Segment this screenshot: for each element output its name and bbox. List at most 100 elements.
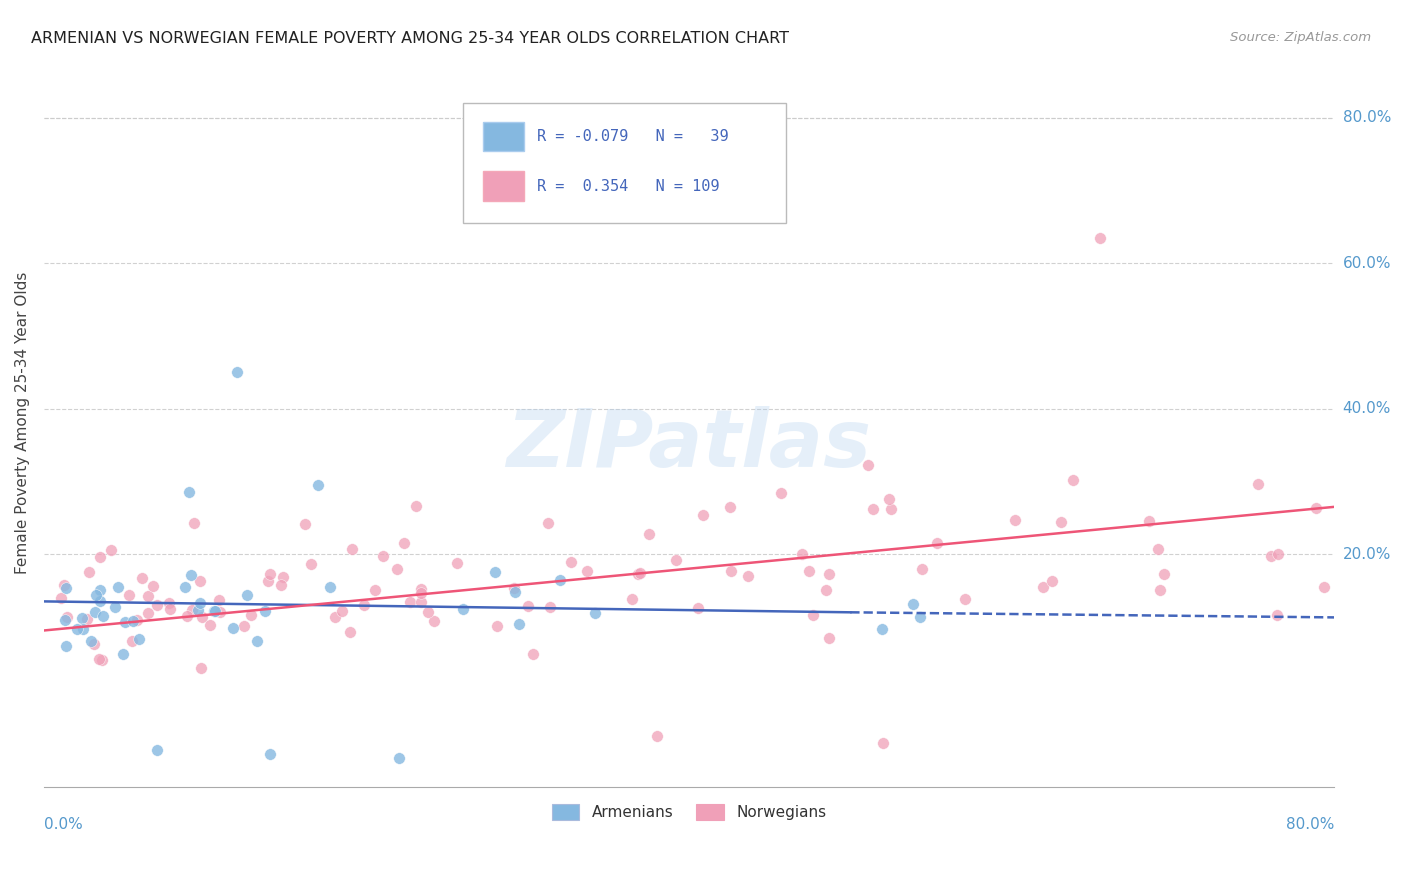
- Point: [190, 596, 212, 610]
- Point: [246, 634, 269, 648]
- Point: [235, 588, 257, 602]
- Point: [188, 574, 211, 589]
- Text: 0.0%: 0.0%: [44, 817, 83, 832]
- Point: [77, 565, 100, 579]
- Text: 20.0%: 20.0%: [1343, 547, 1391, 562]
- Point: [416, 606, 439, 620]
- Point: [770, 485, 793, 500]
- Point: [1032, 580, 1054, 594]
- Point: [423, 614, 446, 628]
- Point: [270, 577, 292, 591]
- Point: [49, 591, 72, 605]
- Point: [136, 589, 159, 603]
- Point: [191, 610, 214, 624]
- Point: [91, 653, 114, 667]
- Point: [879, 502, 901, 516]
- Point: [503, 585, 526, 599]
- Point: [537, 516, 560, 530]
- Point: [903, 597, 925, 611]
- Point: [1313, 581, 1336, 595]
- Point: [259, 567, 281, 582]
- Point: [911, 562, 934, 576]
- Point: [55, 640, 77, 654]
- Point: [363, 582, 385, 597]
- Point: [100, 542, 122, 557]
- Point: [409, 582, 432, 597]
- Point: [621, 592, 644, 607]
- Point: [870, 623, 893, 637]
- Text: 80.0%: 80.0%: [1343, 111, 1391, 125]
- Point: [222, 621, 245, 635]
- Point: [181, 603, 204, 617]
- Point: [872, 736, 894, 750]
- Point: [55, 581, 77, 595]
- Point: [209, 605, 232, 619]
- Point: [204, 604, 226, 618]
- Point: [208, 592, 231, 607]
- Point: [66, 623, 89, 637]
- Point: [1149, 582, 1171, 597]
- Point: [908, 610, 931, 624]
- Point: [953, 592, 976, 607]
- Point: [271, 570, 294, 584]
- Point: [638, 527, 661, 541]
- Point: [1267, 547, 1289, 561]
- Point: [548, 573, 571, 587]
- Point: [52, 577, 75, 591]
- Point: [232, 619, 254, 633]
- Point: [70, 611, 93, 625]
- Point: [818, 631, 841, 645]
- Point: [107, 580, 129, 594]
- Point: [86, 588, 108, 602]
- Point: [817, 567, 839, 582]
- Point: [84, 605, 107, 619]
- Point: [411, 585, 433, 599]
- Point: [183, 516, 205, 530]
- Text: R = -0.079   N =   39: R = -0.079 N = 39: [537, 129, 728, 144]
- Point: [737, 568, 759, 582]
- Point: [339, 624, 361, 639]
- Point: [253, 604, 276, 618]
- Point: [1147, 542, 1170, 557]
- Point: [299, 558, 322, 572]
- Point: [146, 743, 169, 757]
- Point: [665, 553, 688, 567]
- Point: [385, 561, 408, 575]
- Point: [1040, 574, 1063, 589]
- Point: [388, 751, 411, 765]
- Point: [93, 609, 115, 624]
- Text: 40.0%: 40.0%: [1343, 401, 1391, 417]
- Point: [405, 499, 427, 513]
- Point: [446, 556, 468, 570]
- Point: [202, 604, 225, 618]
- Point: [136, 606, 159, 620]
- Point: [104, 600, 127, 615]
- Point: [111, 647, 134, 661]
- Point: [508, 616, 530, 631]
- Point: [340, 541, 363, 556]
- Point: [517, 599, 540, 613]
- Point: [353, 599, 375, 613]
- Point: [503, 581, 526, 595]
- Point: [583, 606, 606, 620]
- Point: [257, 574, 280, 589]
- Point: [486, 619, 509, 633]
- Point: [692, 508, 714, 523]
- Point: [330, 604, 353, 618]
- Text: ZIPatlas: ZIPatlas: [506, 406, 872, 484]
- Point: [325, 609, 347, 624]
- Point: [484, 566, 506, 580]
- Point: [187, 603, 209, 617]
- Point: [1137, 514, 1160, 528]
- Point: [226, 365, 249, 379]
- Point: [319, 580, 342, 594]
- Point: [1265, 608, 1288, 623]
- Point: [862, 501, 884, 516]
- FancyBboxPatch shape: [482, 122, 524, 151]
- Point: [522, 647, 544, 661]
- Point: [142, 579, 165, 593]
- Point: [157, 596, 180, 610]
- Point: [177, 485, 200, 500]
- Point: [451, 602, 474, 616]
- Point: [240, 608, 263, 623]
